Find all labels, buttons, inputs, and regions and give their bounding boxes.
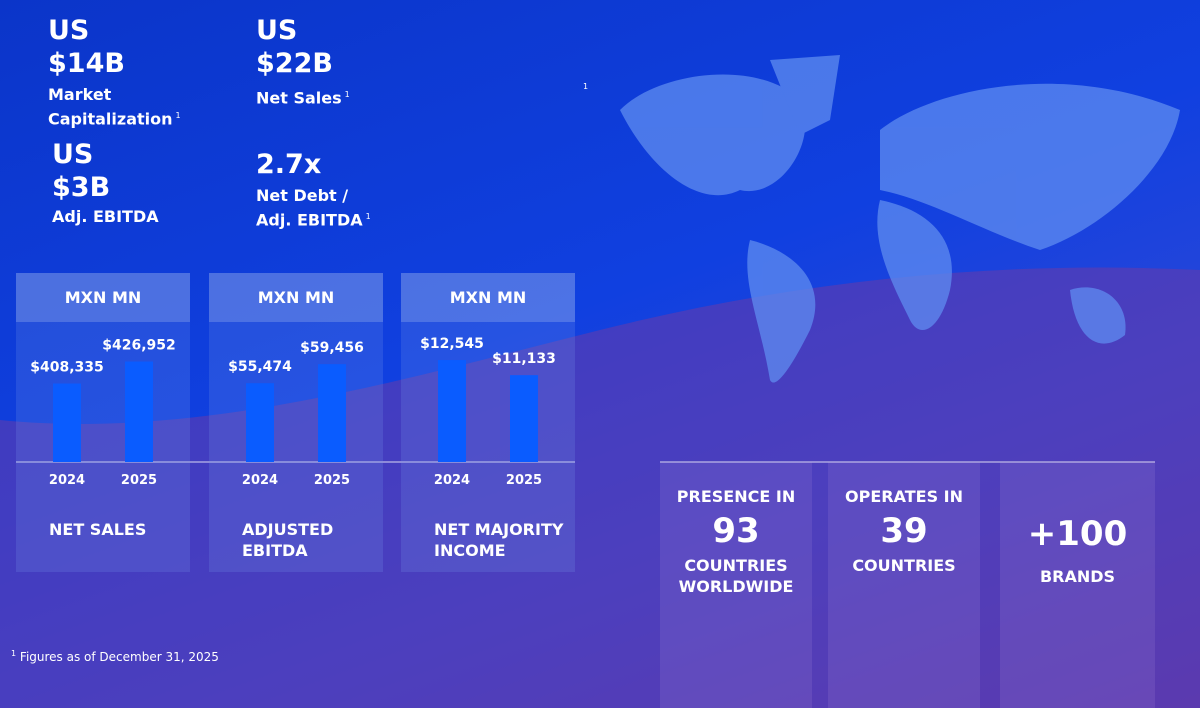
chart-panel: MXN MN NET SALES: [16, 273, 190, 572]
value-label: $55,474: [228, 359, 292, 375]
bar: [53, 383, 81, 462]
metric-currency: US: [256, 15, 298, 46]
bar: [510, 375, 538, 462]
x-tick-label: 2024: [434, 473, 470, 488]
bar: [125, 361, 153, 462]
footnote-text: Figures as of December 31, 2025: [19, 650, 219, 664]
metric-currency: US: [48, 15, 90, 46]
value-label: $59,456: [300, 340, 364, 356]
bar: [318, 364, 346, 462]
bar: [246, 383, 274, 462]
stat-bottom: COUNTRIES: [852, 556, 956, 575]
stat-number: 39: [880, 511, 928, 551]
value-label: $426,952: [102, 338, 176, 354]
footnote: 1 Figures as of December 31, 2025: [8, 649, 219, 664]
stat-top: PRESENCE IN: [676, 487, 796, 506]
stat-number: 93: [712, 511, 760, 551]
stat: +100 BRANDS: [1000, 462, 1155, 708]
footnote-mark: 1: [344, 90, 350, 99]
stat-number: +100: [1027, 514, 1128, 554]
metric: US $3B Adj. EBITDA: [52, 138, 159, 227]
chart-caption: NET MAJORITY INCOME: [434, 520, 564, 560]
metric-label: Net Sales 1: [256, 84, 350, 108]
value-label: $11,133: [492, 351, 556, 367]
x-tick-label: 2024: [242, 473, 278, 488]
metric-value: $14B: [48, 48, 125, 79]
metric-label-text: Market Capitalization: [48, 85, 173, 129]
metric-label: Market Capitalization 1: [48, 84, 181, 129]
metric-label-text: Net Sales: [256, 88, 342, 108]
x-tick-label: 2024: [49, 473, 85, 488]
bar: [438, 360, 466, 462]
stat: PRESENCE IN 93 COUNTRIES WORLDWIDE: [660, 462, 812, 708]
chart-caption: NET SALES: [49, 520, 147, 539]
chart-caption: ADJUSTED EBITDA: [242, 520, 334, 560]
chart-panel: MXN MN ADJUSTED EBITDA: [209, 273, 383, 572]
stat: OPERATES IN 39 COUNTRIES: [828, 462, 980, 708]
x-tick-label: 2025: [314, 473, 350, 488]
metric: 2.7x Net Debt / Adj. EBITDA 1: [256, 148, 374, 230]
bar-charts: $408,335 2024 $426,952 2025 $55,474 2024 $59,4…: [30, 336, 556, 488]
metric-value: $3B: [52, 172, 111, 203]
metric: US $14B Market Capitalization 1: [48, 14, 181, 129]
footnote-mark: 1: [583, 82, 589, 91]
x-tick-label: 2025: [506, 473, 542, 488]
chart-title: MXN MN: [401, 273, 575, 322]
metric-label: Adj. EBITDA: [52, 207, 159, 226]
metric-value: $22B: [256, 48, 333, 79]
metric-currency: US: [52, 139, 94, 170]
stat-bottom: COUNTRIES WORLDWIDE: [678, 556, 794, 596]
metric-label: Net Debt / Adj. EBITDA 1: [256, 185, 374, 230]
footnote-mark: 1: [11, 649, 17, 658]
metric-label-text: Net Debt / Adj. EBITDA: [256, 186, 363, 230]
x-tick-label: 2025: [121, 473, 157, 488]
value-label: $12,545: [420, 336, 484, 352]
footnote-mark: 1: [365, 212, 371, 221]
stat-top: OPERATES IN: [845, 487, 963, 506]
chart-title: MXN MN: [209, 273, 383, 322]
metric-value: 2.7x: [256, 149, 322, 180]
chart-title: MXN MN: [16, 273, 190, 322]
stat-bottom: BRANDS: [1039, 567, 1116, 586]
chart-panel: MXN MN NET MAJORITY INCOME: [401, 273, 575, 572]
value-label: $408,335: [30, 360, 104, 376]
metric: US $22B Net Sales 1: [256, 14, 350, 108]
footnote-mark: 1: [175, 111, 181, 120]
